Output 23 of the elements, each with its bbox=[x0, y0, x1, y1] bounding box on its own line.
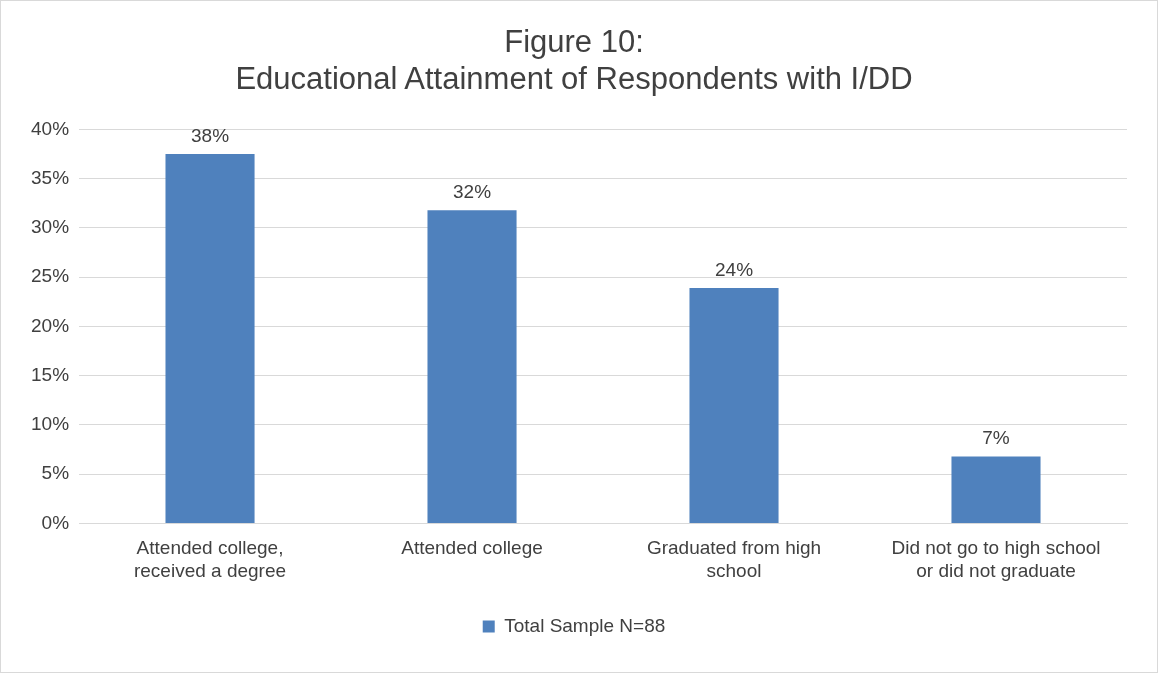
bar bbox=[427, 210, 517, 523]
bar bbox=[165, 154, 255, 523]
bar bbox=[951, 456, 1041, 523]
y-tick-label: 20% bbox=[31, 314, 70, 336]
y-tick-label: 5% bbox=[41, 462, 70, 484]
y-tick-label: 30% bbox=[31, 216, 70, 238]
x-tick-label: Attended college bbox=[401, 537, 543, 559]
data-label: 38% bbox=[191, 124, 230, 146]
x-tick-label: Attended college, received a degree bbox=[133, 537, 287, 581]
x-tick-label: Graduated from high school bbox=[646, 537, 822, 581]
data-label: 24% bbox=[714, 258, 754, 280]
data-label: 32% bbox=[453, 180, 492, 202]
y-tick-label: 40% bbox=[31, 117, 70, 139]
y-tick-label: 35% bbox=[31, 166, 70, 188]
y-tick-label: 0% bbox=[41, 511, 70, 533]
bar bbox=[689, 287, 779, 523]
y-tick-label: 15% bbox=[31, 363, 70, 385]
x-tick-label: Did not go to high school or did not graduate bbox=[891, 537, 1101, 581]
legend-label: Total Sample N=88 bbox=[504, 614, 666, 636]
chart-title: Figure 10: Educational Attainment of Respondents with I/DD bbox=[235, 24, 913, 97]
y-tick-label: 10% bbox=[31, 413, 70, 435]
data-label: 7% bbox=[982, 427, 1010, 449]
y-tick-label: 25% bbox=[31, 265, 70, 287]
